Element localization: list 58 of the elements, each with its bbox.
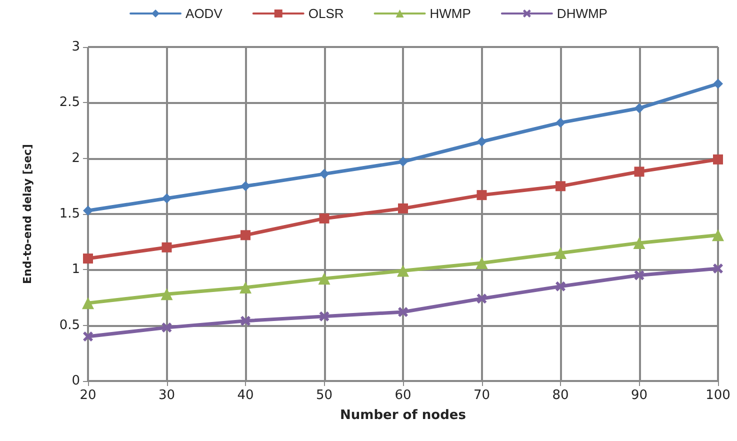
y-tick-label: 1 — [72, 262, 80, 278]
y-tick-label: 0.5 — [59, 318, 80, 333]
y-axis-title: End-to-end delay [sec] — [21, 144, 34, 284]
point — [398, 306, 408, 317]
point — [398, 156, 408, 167]
point — [476, 294, 487, 304]
point — [397, 264, 409, 277]
y-tick-label: 2 — [72, 150, 80, 166]
point — [713, 264, 723, 274]
point — [476, 256, 488, 269]
point — [476, 136, 487, 147]
point — [162, 322, 172, 333]
point — [83, 206, 93, 216]
x-axis-title: Number of nodes — [340, 408, 466, 423]
point — [556, 118, 566, 128]
point — [318, 272, 330, 285]
point — [554, 246, 566, 259]
y-tick-label: 2.5 — [59, 95, 80, 110]
x-tick-label: 20 — [80, 388, 96, 403]
x-tick-label: 90 — [630, 388, 648, 403]
point — [319, 311, 330, 322]
legend-label: DHWMP — [556, 6, 608, 21]
x-tick-label: 50 — [316, 388, 333, 403]
point — [240, 230, 250, 240]
point — [556, 281, 566, 292]
point — [556, 181, 566, 192]
point — [83, 331, 93, 342]
point — [240, 281, 252, 294]
point — [319, 168, 330, 179]
point — [713, 78, 723, 89]
y-tick-label: 1.5 — [59, 206, 80, 222]
x-tick-label: 40 — [237, 388, 254, 403]
point — [162, 242, 172, 252]
point — [712, 229, 724, 242]
point — [240, 181, 250, 192]
point — [634, 103, 644, 114]
point — [398, 203, 408, 214]
point — [82, 297, 94, 310]
legend-label: OLSR — [308, 6, 344, 21]
y-tick-label: 3 — [72, 40, 80, 54]
point — [713, 154, 723, 164]
legend-label: AODV — [186, 6, 223, 21]
y-tick-label: 0 — [72, 374, 80, 388]
x-tick-label: 100 — [706, 388, 730, 403]
point — [83, 254, 93, 264]
point — [240, 316, 250, 326]
x-tick-label: 30 — [158, 388, 176, 403]
point — [476, 190, 487, 200]
legend-label: HWMP — [430, 6, 471, 21]
x-tick-label: 70 — [473, 388, 490, 403]
point — [160, 288, 173, 300]
point — [162, 193, 172, 204]
point — [319, 213, 330, 224]
x-tick-label: 60 — [394, 388, 412, 403]
x-tick-label: 80 — [552, 388, 569, 403]
point — [634, 270, 644, 280]
point — [633, 236, 646, 249]
point — [634, 166, 644, 177]
